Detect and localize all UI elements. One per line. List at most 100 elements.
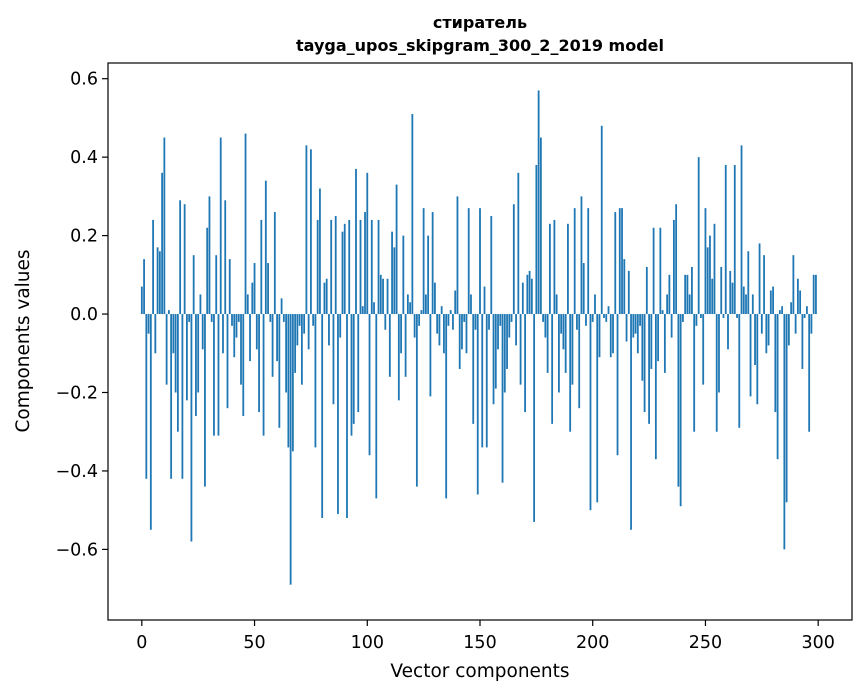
bar-38 <box>226 314 229 409</box>
bar-20 <box>186 314 188 401</box>
bar-58 <box>271 314 274 377</box>
bar-18 <box>181 314 184 479</box>
bar-141 <box>458 314 461 369</box>
bar-201 <box>594 294 596 315</box>
bar-142 <box>461 314 463 350</box>
bar-249 <box>702 314 705 385</box>
bar-115 <box>400 314 402 354</box>
bar-213 <box>621 208 623 315</box>
bar-250 <box>704 208 707 315</box>
bar-137 <box>449 310 452 315</box>
bar-144 <box>465 314 468 354</box>
bar-121 <box>413 314 416 338</box>
bar-263 <box>733 164 736 315</box>
bar-223 <box>643 314 646 413</box>
bar-132 <box>438 314 441 346</box>
bar-96 <box>357 314 360 413</box>
bar-113 <box>395 184 398 315</box>
bar-101 <box>368 314 371 456</box>
bar-47 <box>246 294 249 315</box>
bar-110 <box>388 314 391 377</box>
bar-237 <box>675 204 678 315</box>
bar-89 <box>341 231 344 315</box>
x-tick-label: 0 <box>136 633 147 653</box>
y-tick-label: 0.6 <box>70 70 98 90</box>
bar-243 <box>688 294 691 315</box>
bar-178 <box>542 314 545 322</box>
bar-210 <box>614 212 617 315</box>
bar-273 <box>756 314 759 405</box>
bar-161 <box>503 314 506 393</box>
chart-title: стиратель <box>433 13 527 32</box>
x-tick-label: 250 <box>689 633 722 653</box>
bar-169 <box>521 282 524 315</box>
bar-105 <box>377 219 380 315</box>
bar-165 <box>512 204 515 315</box>
bar-148 <box>474 314 477 330</box>
bar-227 <box>652 227 655 315</box>
bar-230 <box>659 227 662 315</box>
bar-277 <box>765 314 768 354</box>
bar-278 <box>767 314 770 346</box>
bar-206 <box>605 314 608 322</box>
bar-52 <box>258 314 260 413</box>
bar-180 <box>546 314 549 373</box>
bar-53 <box>260 219 263 315</box>
bar-29 <box>206 227 209 315</box>
bar-240 <box>682 314 684 322</box>
bar-54 <box>262 314 265 436</box>
bar-22 <box>190 314 193 542</box>
bar-177 <box>539 137 542 315</box>
bar-272 <box>754 314 756 366</box>
bar-122 <box>415 314 418 487</box>
bar-283 <box>778 310 781 315</box>
bar-71 <box>300 314 303 385</box>
bar-241 <box>684 274 687 315</box>
bar-124 <box>420 310 423 315</box>
bar-181 <box>548 223 551 315</box>
bar-288 <box>790 302 793 315</box>
bar-259 <box>724 164 727 315</box>
bar-183 <box>553 219 556 315</box>
bar-208 <box>609 314 612 358</box>
bar-158 <box>497 314 499 350</box>
bar-74 <box>307 314 310 350</box>
bar-172 <box>528 270 531 315</box>
bar-67 <box>291 314 294 452</box>
bar-59 <box>273 212 276 315</box>
bar-168 <box>519 314 522 385</box>
bar-2 <box>145 314 148 479</box>
y-tick-label: 0.0 <box>70 305 98 325</box>
bar-138 <box>452 314 454 330</box>
bar-235 <box>670 314 673 338</box>
bar-221 <box>639 314 641 326</box>
bar-61 <box>278 314 281 428</box>
bar-40 <box>231 314 233 326</box>
bar-179 <box>544 314 547 338</box>
bar-45 <box>242 314 245 417</box>
bar-280 <box>772 286 774 315</box>
bar-189 <box>567 223 569 315</box>
bar-212 <box>618 208 621 315</box>
bar-49 <box>251 282 254 315</box>
bar-147 <box>472 314 475 424</box>
bar-42 <box>235 314 238 338</box>
bar-207 <box>607 306 610 315</box>
bar-286 <box>785 314 788 503</box>
bar-261 <box>729 270 732 315</box>
bar-239 <box>679 314 682 507</box>
bar-63 <box>282 314 285 322</box>
bar-27 <box>201 314 204 350</box>
bar-167 <box>517 172 520 315</box>
bar-257 <box>720 266 723 315</box>
bar-99 <box>364 212 366 315</box>
bar-82 <box>325 278 328 315</box>
bar-127 <box>427 235 430 315</box>
bar-68 <box>294 314 297 373</box>
bar-26 <box>199 294 202 315</box>
bar-5 <box>152 219 154 315</box>
bar-17 <box>179 200 182 315</box>
bar-136 <box>447 314 450 326</box>
y-tick-label: −0.4 <box>56 462 99 482</box>
bar-245 <box>693 314 696 432</box>
